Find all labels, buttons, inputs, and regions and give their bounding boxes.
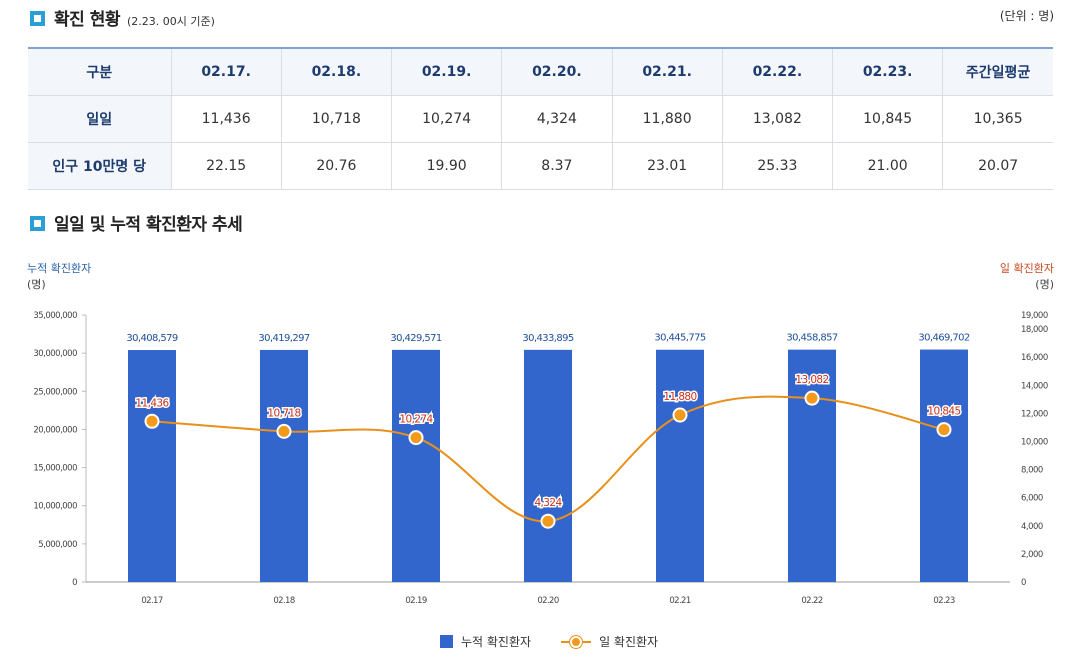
line-point	[804, 390, 820, 406]
table-cell: 20.76	[280, 141, 393, 190]
header-cell: 02.22.	[721, 47, 834, 96]
header-cell: 주간일평균	[942, 47, 1053, 96]
x-axis-tick-label: 02.20	[537, 596, 559, 606]
section-title-status: 확진 현황 (2.23. 00시 기준)	[30, 5, 215, 30]
status-table: 구분 02.17. 02.18. 02.19. 02.20. 02.21. 02…	[28, 47, 1053, 190]
header-cell: 02.18.	[280, 47, 393, 96]
chart-legend: 누적 확진환자 일 확진환자	[440, 633, 658, 650]
table-cell: 25.33	[721, 141, 834, 190]
x-axis-tick-label: 02.19	[405, 596, 427, 606]
x-axis-tick-label: 02.23	[933, 596, 955, 606]
table-cell: 22.15	[170, 141, 282, 190]
table-cell: 10,365	[942, 94, 1053, 143]
line-point	[144, 413, 160, 429]
table-cell: 13,082	[721, 94, 834, 143]
right-axis-tick-label: 0	[1021, 578, 1026, 588]
left-axis-tick-label: 10,000,000	[33, 502, 77, 512]
right-axis-tick-label: 10,000	[1021, 437, 1048, 447]
line-data-label: 10,845	[927, 406, 960, 418]
right-axis-title: 일 확진환자 (명)	[1000, 261, 1054, 293]
x-axis-tick-label: 02.22	[801, 596, 823, 606]
square-bullet-icon	[30, 216, 45, 231]
table-cell: 19.90	[390, 141, 503, 190]
line-data-label: 4,324	[534, 497, 562, 509]
left-axis-tick-label: 15,000,000	[33, 464, 77, 474]
section-title-trend: 일일 및 누적 확진환자 추세	[30, 210, 243, 235]
bar-data-label: 30,408,579	[126, 333, 177, 344]
right-axis-tick-label: 19,000	[1021, 311, 1048, 321]
bar	[788, 349, 836, 582]
header-cell: 02.19.	[390, 47, 503, 96]
right-axis-tick-label: 6,000	[1021, 494, 1043, 504]
row-label: 인구 10만명 당	[28, 141, 172, 190]
bar-data-label: 30,469,702	[918, 333, 969, 344]
left-axis-unit: (명)	[27, 278, 46, 291]
x-axis-tick-label: 02.21	[669, 596, 691, 606]
line-point	[276, 423, 292, 439]
line-data-label: 10,274	[399, 414, 433, 426]
bar	[656, 349, 704, 582]
status-title: 확진 현황	[54, 10, 120, 30]
table-cell: 10,718	[280, 94, 393, 143]
bar	[128, 350, 176, 582]
table-cell: 8.37	[501, 141, 613, 190]
table-cell: 20.07	[942, 141, 1053, 190]
left-axis-tick-label: 0	[72, 578, 77, 588]
bar-data-label: 30,445,775	[654, 333, 705, 344]
right-axis-unit: (명)	[1035, 278, 1054, 291]
table-row: 일일 11,436 10,718 10,274 4,324 11,880 13,…	[28, 94, 1053, 143]
bar	[260, 349, 308, 582]
bar-data-label: 30,429,571	[390, 333, 441, 344]
header-cell: 02.20.	[501, 47, 613, 96]
line-point	[936, 422, 952, 438]
line-data-label: 11,880	[663, 391, 696, 403]
table-row: 인구 10만명 당 22.15 20.76 19.90 8.37 23.01 2…	[28, 141, 1053, 190]
right-axis-tick-label: 8,000	[1021, 466, 1043, 476]
line-data-label: 13,082	[795, 374, 828, 386]
bar	[392, 349, 440, 582]
right-axis-tick-label: 16,000	[1021, 353, 1048, 363]
left-axis-tick-label: 35,000,000	[33, 311, 77, 321]
bar	[920, 349, 968, 582]
right-axis-tick-label: 4,000	[1021, 522, 1043, 532]
line-point	[408, 430, 424, 446]
right-axis-tick-label: 14,000	[1021, 381, 1048, 391]
bar-data-label: 30,419,297	[258, 333, 309, 344]
right-axis-title-text: 일 확진환자	[999, 262, 1054, 275]
legend-bar-label: 누적 확진환자	[461, 635, 532, 649]
line-data-label: 11,436	[135, 397, 169, 409]
right-axis-tick-label: 18,000	[1021, 325, 1048, 335]
right-axis-tick-label: 12,000	[1021, 409, 1048, 419]
legend-line-swatch	[561, 635, 592, 648]
legend-line-label: 일 확진환자	[599, 635, 659, 649]
left-axis-tick-label: 20,000,000	[33, 425, 77, 435]
left-axis-tick-label: 5,000,000	[38, 540, 77, 550]
right-axis-tick-label: 2,000	[1021, 550, 1043, 560]
status-subtitle: (2.23. 00시 기준)	[126, 15, 215, 28]
line-point	[540, 513, 556, 529]
square-bullet-icon	[30, 11, 45, 26]
bar	[524, 349, 572, 582]
header-cell: 구분	[28, 47, 172, 96]
bar-data-label: 30,458,857	[786, 333, 837, 344]
table-cell: 11,880	[611, 94, 723, 143]
x-axis-tick-label: 02.17	[141, 596, 163, 606]
line-data-label: 10,718	[267, 407, 300, 419]
row-label: 일일	[28, 94, 172, 143]
unit-label: (단위 : 명)	[999, 9, 1054, 23]
left-axis-title: 누적 확진환자 (명)	[27, 261, 91, 293]
header-cell: 02.17.	[170, 47, 282, 96]
left-axis-title-text: 누적 확진환자	[27, 262, 92, 275]
left-axis-tick-label: 30,000,000	[33, 349, 77, 359]
bar-data-label: 30,433,895	[522, 333, 573, 344]
left-axis-tick-label: 25,000,000	[33, 387, 77, 397]
x-axis-tick-label: 02.18	[273, 596, 295, 606]
trend-title: 일일 및 누적 확진환자 추세	[54, 215, 243, 235]
line-point	[672, 407, 688, 423]
legend-bar-swatch	[440, 635, 453, 648]
header-cell: 02.21.	[611, 47, 723, 96]
